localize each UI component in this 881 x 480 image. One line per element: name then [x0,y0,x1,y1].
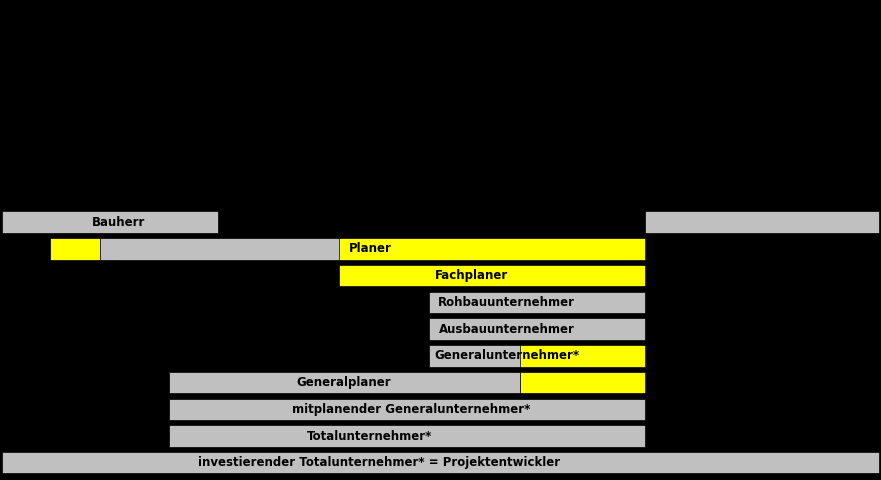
FancyBboxPatch shape [2,212,218,233]
Text: investierender Totalunternehmer* = Projektentwickler: investierender Totalunternehmer* = Proje… [197,456,560,469]
FancyBboxPatch shape [520,372,645,393]
FancyBboxPatch shape [169,425,645,447]
Text: Planer: Planer [349,242,391,255]
Text: Generalunternehmer*: Generalunternehmer* [434,349,579,362]
FancyBboxPatch shape [339,238,645,260]
FancyBboxPatch shape [169,398,645,420]
FancyBboxPatch shape [339,265,645,287]
FancyBboxPatch shape [520,345,645,367]
FancyBboxPatch shape [429,345,645,367]
FancyBboxPatch shape [50,238,100,260]
FancyBboxPatch shape [339,265,645,287]
FancyBboxPatch shape [2,452,879,473]
FancyBboxPatch shape [429,318,645,340]
Text: Fachplaner: Fachplaner [434,269,508,282]
Text: Rohbauunternehmer: Rohbauunternehmer [438,296,575,309]
FancyBboxPatch shape [429,292,645,313]
FancyBboxPatch shape [645,212,879,233]
Text: mitplanender Generalunternehmer*: mitplanender Generalunternehmer* [292,403,530,416]
Text: Ausbauunternehmer: Ausbauunternehmer [439,323,574,336]
Text: Generalplaner: Generalplaner [296,376,391,389]
Text: Bauherr: Bauherr [93,216,145,228]
FancyBboxPatch shape [100,238,645,260]
FancyBboxPatch shape [169,372,520,393]
Text: Totalunternehmer*: Totalunternehmer* [307,430,433,443]
